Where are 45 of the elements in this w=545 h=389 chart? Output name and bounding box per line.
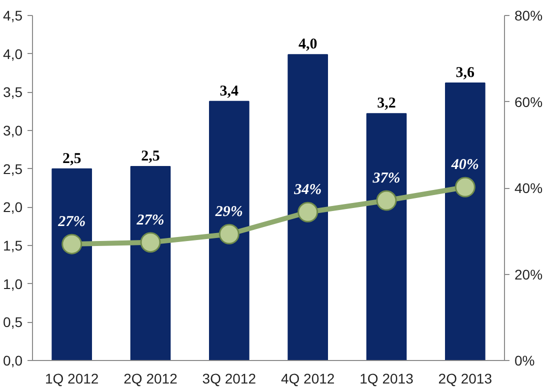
y2-tick-label: 60% [514, 94, 543, 110]
data-label: 37% [372, 170, 400, 187]
y-tick-label: 3,5 [3, 84, 23, 100]
data-label: 40% [450, 157, 479, 174]
x-tick-label: 1Q 2013 [360, 370, 414, 386]
bar [209, 100, 250, 360]
y2-tick-label: 40% [514, 180, 543, 196]
point [298, 202, 318, 222]
y-tick-label: 0,0 [3, 352, 23, 368]
bar [288, 54, 328, 360]
point [218, 224, 240, 244]
data-label: 3,2 [377, 96, 396, 112]
data-label: 27% [57, 214, 86, 230]
data-label: 3,6 [456, 64, 476, 81]
y-tick-label: 1,0 [3, 276, 23, 292]
x-tick-label: 1Q 2012 [44, 370, 99, 386]
data-label: 27% [136, 212, 164, 228]
bar [366, 113, 407, 360]
point [454, 176, 476, 198]
point [62, 234, 82, 254]
bar [52, 168, 92, 360]
point [140, 232, 161, 253]
y2-tick-label: 20% [514, 266, 543, 282]
point [376, 190, 397, 211]
data-label: 3,4 [220, 83, 240, 100]
bar [130, 166, 171, 360]
data-label: 29% [214, 204, 243, 220]
x-tick-label: 4Q 2012 [280, 370, 335, 386]
y2-tick-label: 80% [514, 8, 543, 24]
y-tick-label: 4,5 [3, 8, 23, 24]
x-tick-label: 3Q 2012 [202, 370, 256, 386]
y-tick-label: 2,0 [3, 199, 23, 216]
y-tick-label: 0,5 [3, 314, 23, 330]
data-label: 34% [293, 182, 322, 198]
x-tick-label: 2Q 2013 [438, 370, 492, 386]
bar [445, 82, 486, 360]
y-tick-label: 3,0 [3, 122, 23, 138]
data-label: 4,0 [298, 36, 318, 53]
y2-tick-label: 0% [514, 352, 535, 368]
y-tick-label: 2,5 [3, 160, 23, 177]
data-label: 2,5 [62, 150, 82, 167]
y-tick-label: 1,5 [3, 238, 23, 254]
data-label: 2,5 [141, 148, 160, 165]
y-tick-label: 4,0 [3, 46, 23, 62]
x-tick-label: 2Q 2012 [124, 370, 178, 386]
